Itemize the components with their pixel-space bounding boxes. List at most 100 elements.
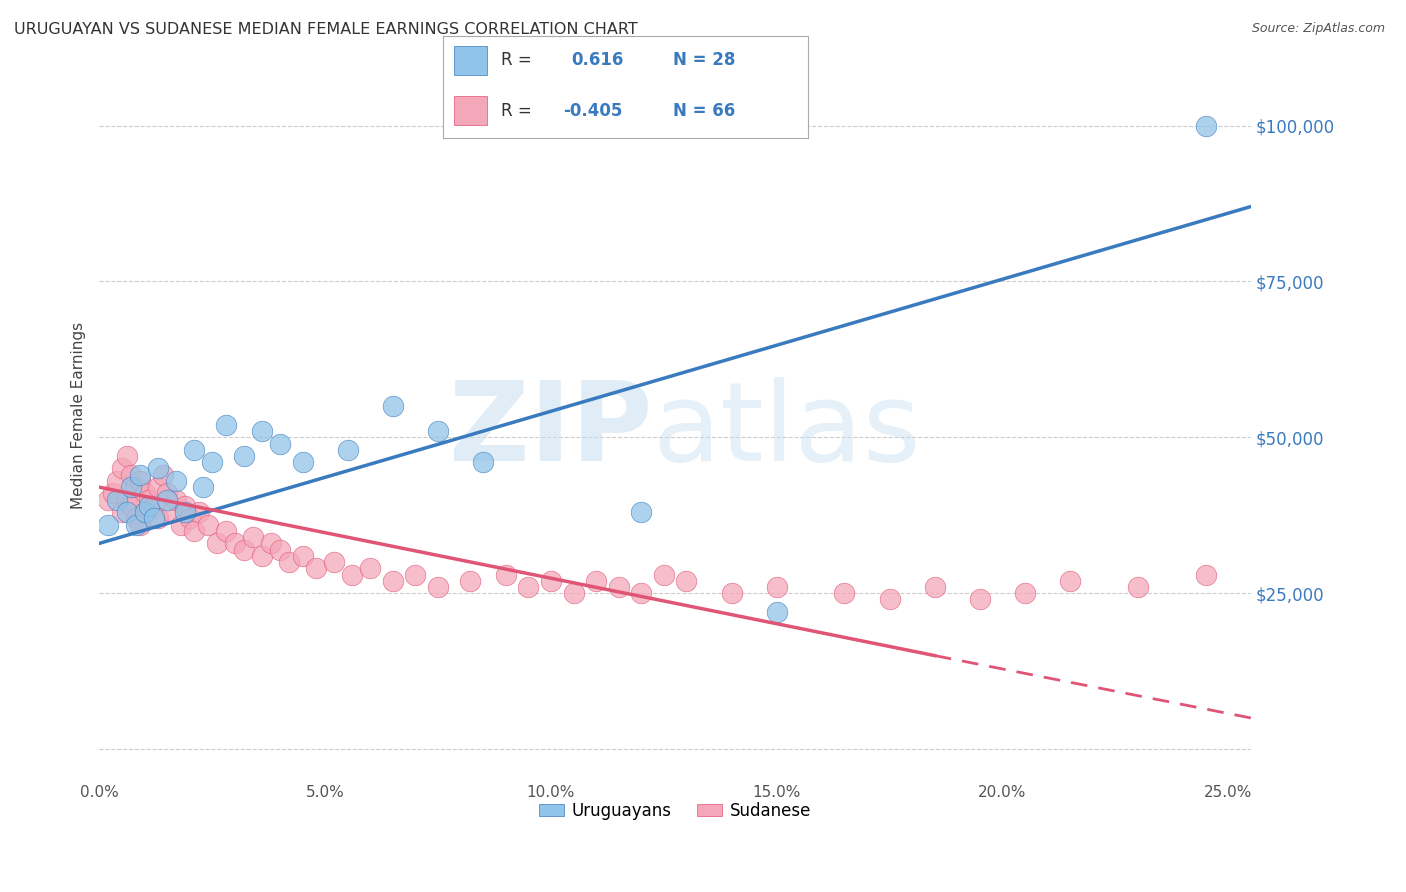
Text: R =: R = [502, 102, 531, 120]
Point [193, 480, 215, 494]
Text: N = 28: N = 28 [673, 52, 735, 70]
Legend: Uruguayans, Sudanese: Uruguayans, Sudanese [531, 796, 818, 827]
Point [124, 517, 146, 532]
Point [969, 592, 991, 607]
Point [215, 524, 238, 538]
Point [160, 505, 183, 519]
Point [146, 511, 169, 525]
Point [183, 442, 205, 457]
FancyBboxPatch shape [454, 46, 486, 75]
Point [124, 480, 146, 494]
Point [305, 561, 328, 575]
Point [174, 505, 197, 519]
Point [924, 580, 946, 594]
Point [224, 536, 246, 550]
Point [720, 586, 742, 600]
Point [146, 461, 169, 475]
Point [97, 492, 120, 507]
Text: Source: ZipAtlas.com: Source: ZipAtlas.com [1251, 22, 1385, 36]
Point [120, 480, 142, 494]
Point [179, 511, 201, 525]
Point [278, 555, 301, 569]
Point [156, 486, 179, 500]
Point [291, 455, 314, 469]
Point [472, 455, 495, 469]
Point [269, 436, 291, 450]
Point [165, 474, 187, 488]
Point [359, 561, 381, 575]
Point [879, 592, 901, 607]
Point [111, 461, 134, 475]
Point [427, 424, 450, 438]
Text: N = 66: N = 66 [673, 102, 735, 120]
Point [630, 505, 652, 519]
Point [517, 580, 540, 594]
Text: -0.405: -0.405 [564, 102, 623, 120]
Point [170, 517, 193, 532]
Point [291, 549, 314, 563]
Point [427, 580, 450, 594]
Point [183, 524, 205, 538]
Text: ZIP: ZIP [449, 376, 652, 483]
Point [129, 474, 152, 488]
Point [1194, 119, 1216, 133]
Point [156, 492, 179, 507]
Point [652, 567, 675, 582]
Point [381, 574, 404, 588]
Point [495, 567, 517, 582]
Text: 0.616: 0.616 [571, 52, 623, 70]
Point [342, 567, 364, 582]
Point [1059, 574, 1081, 588]
Point [405, 567, 427, 582]
Point [562, 586, 585, 600]
Point [232, 542, 254, 557]
Point [138, 499, 160, 513]
Point [458, 574, 481, 588]
Point [129, 517, 152, 532]
Point [765, 605, 787, 619]
Point [250, 549, 273, 563]
Point [187, 505, 209, 519]
Point [142, 499, 165, 513]
Text: atlas: atlas [652, 376, 921, 483]
Point [165, 492, 187, 507]
Point [1014, 586, 1036, 600]
Point [242, 530, 264, 544]
Point [134, 486, 156, 500]
Point [381, 399, 404, 413]
Point [138, 492, 160, 507]
Point [1126, 580, 1149, 594]
Point [115, 505, 138, 519]
Text: URUGUAYAN VS SUDANESE MEDIAN FEMALE EARNINGS CORRELATION CHART: URUGUAYAN VS SUDANESE MEDIAN FEMALE EARN… [14, 22, 638, 37]
Point [834, 586, 856, 600]
Point [97, 517, 120, 532]
Point [201, 455, 224, 469]
Point [260, 536, 283, 550]
Point [269, 542, 291, 557]
Point [107, 492, 129, 507]
Point [675, 574, 697, 588]
FancyBboxPatch shape [454, 96, 486, 125]
Point [142, 511, 165, 525]
Point [152, 467, 174, 482]
Point [101, 486, 124, 500]
Point [232, 449, 254, 463]
Point [134, 505, 156, 519]
Point [215, 417, 238, 432]
Text: R =: R = [502, 52, 531, 70]
Point [205, 536, 228, 550]
Point [120, 499, 142, 513]
Point [336, 442, 359, 457]
Point [111, 505, 134, 519]
Point [115, 492, 138, 507]
Y-axis label: Median Female Earnings: Median Female Earnings [72, 322, 86, 509]
Point [115, 449, 138, 463]
Point [765, 580, 787, 594]
Point [134, 505, 156, 519]
Point [585, 574, 607, 588]
Point [129, 467, 152, 482]
Point [607, 580, 630, 594]
Point [1194, 567, 1216, 582]
Point [107, 474, 129, 488]
Point [197, 517, 219, 532]
